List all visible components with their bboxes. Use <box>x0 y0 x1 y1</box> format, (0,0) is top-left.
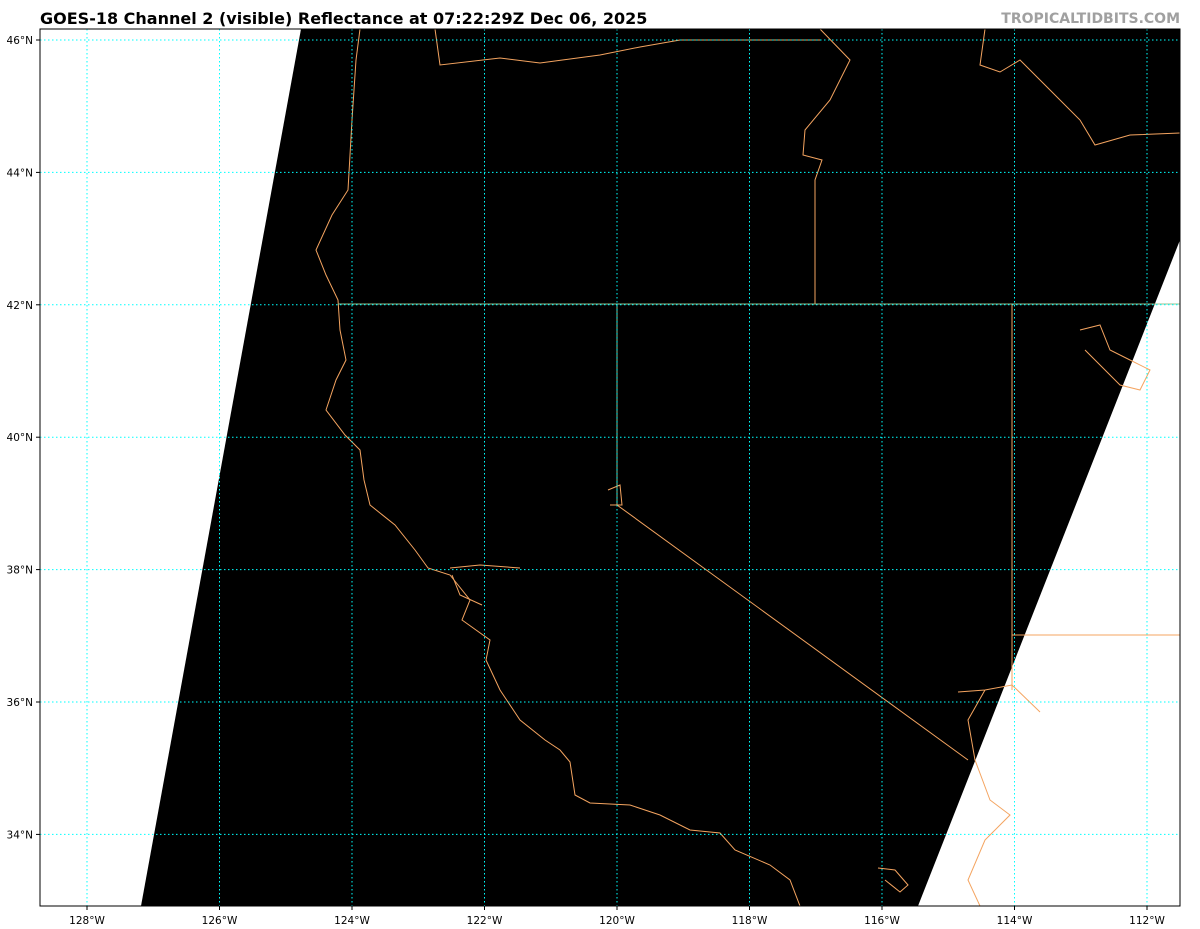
lat-tick-label: 38°N <box>7 565 33 577</box>
lon-tick-label: 112°W <box>1129 915 1165 927</box>
imagery-swath <box>141 29 1180 906</box>
lon-tick-label: 116°W <box>864 915 900 927</box>
lat-tick-label: 44°N <box>7 167 33 179</box>
boundaries <box>315 29 1180 906</box>
map-title: GOES-18 Channel 2 (visible) Reflectance … <box>40 9 648 28</box>
lon-tick-label: 118°W <box>732 915 768 927</box>
lat-tick-label: 40°N <box>7 432 33 444</box>
lat-tick-label: 34°N <box>7 829 33 841</box>
bay-shoreline <box>449 564 521 606</box>
lon-tick-label: 124°W <box>334 915 370 927</box>
lat-tick-label: 46°N <box>7 35 33 47</box>
great-salt-lake <box>1079 324 1151 391</box>
colorado-river <box>957 684 1041 906</box>
idaho-north <box>979 29 1180 146</box>
salton-sea <box>877 867 909 893</box>
columbia-river <box>434 29 820 66</box>
coastline <box>315 29 801 906</box>
lon-tick-label: 122°W <box>467 915 503 927</box>
map-frame <box>39 28 1181 907</box>
lon-tick-label: 120°W <box>599 915 635 927</box>
lake-tahoe <box>607 484 623 506</box>
lon-tick-label: 128°W <box>69 915 105 927</box>
lat-tick-label: 42°N <box>7 300 33 312</box>
axis-ticks: 128°W 126°W 124°W 122°W 120°W 118°W 116°W 114°W… <box>7 35 1166 927</box>
lon-tick-label: 126°W <box>202 915 238 927</box>
california-nevada-diagonal <box>616 504 969 761</box>
lat-tick-label: 36°N <box>7 697 33 709</box>
oregon-idaho-border <box>802 29 851 304</box>
lon-tick-label: 114°W <box>997 915 1033 927</box>
credit-watermark: TROPICALTIDBITS.COM <box>1001 11 1180 27</box>
